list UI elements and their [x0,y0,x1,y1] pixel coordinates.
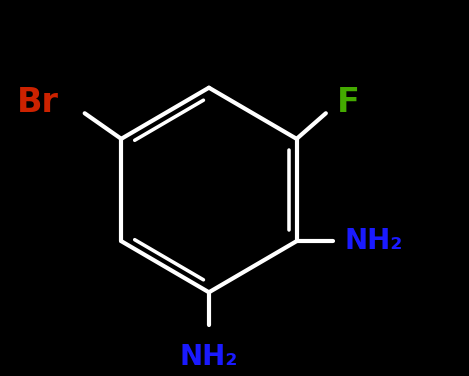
Text: Br: Br [17,86,59,119]
Text: F: F [337,86,360,119]
Text: NH₂: NH₂ [344,227,402,255]
Text: NH₂: NH₂ [180,343,238,371]
